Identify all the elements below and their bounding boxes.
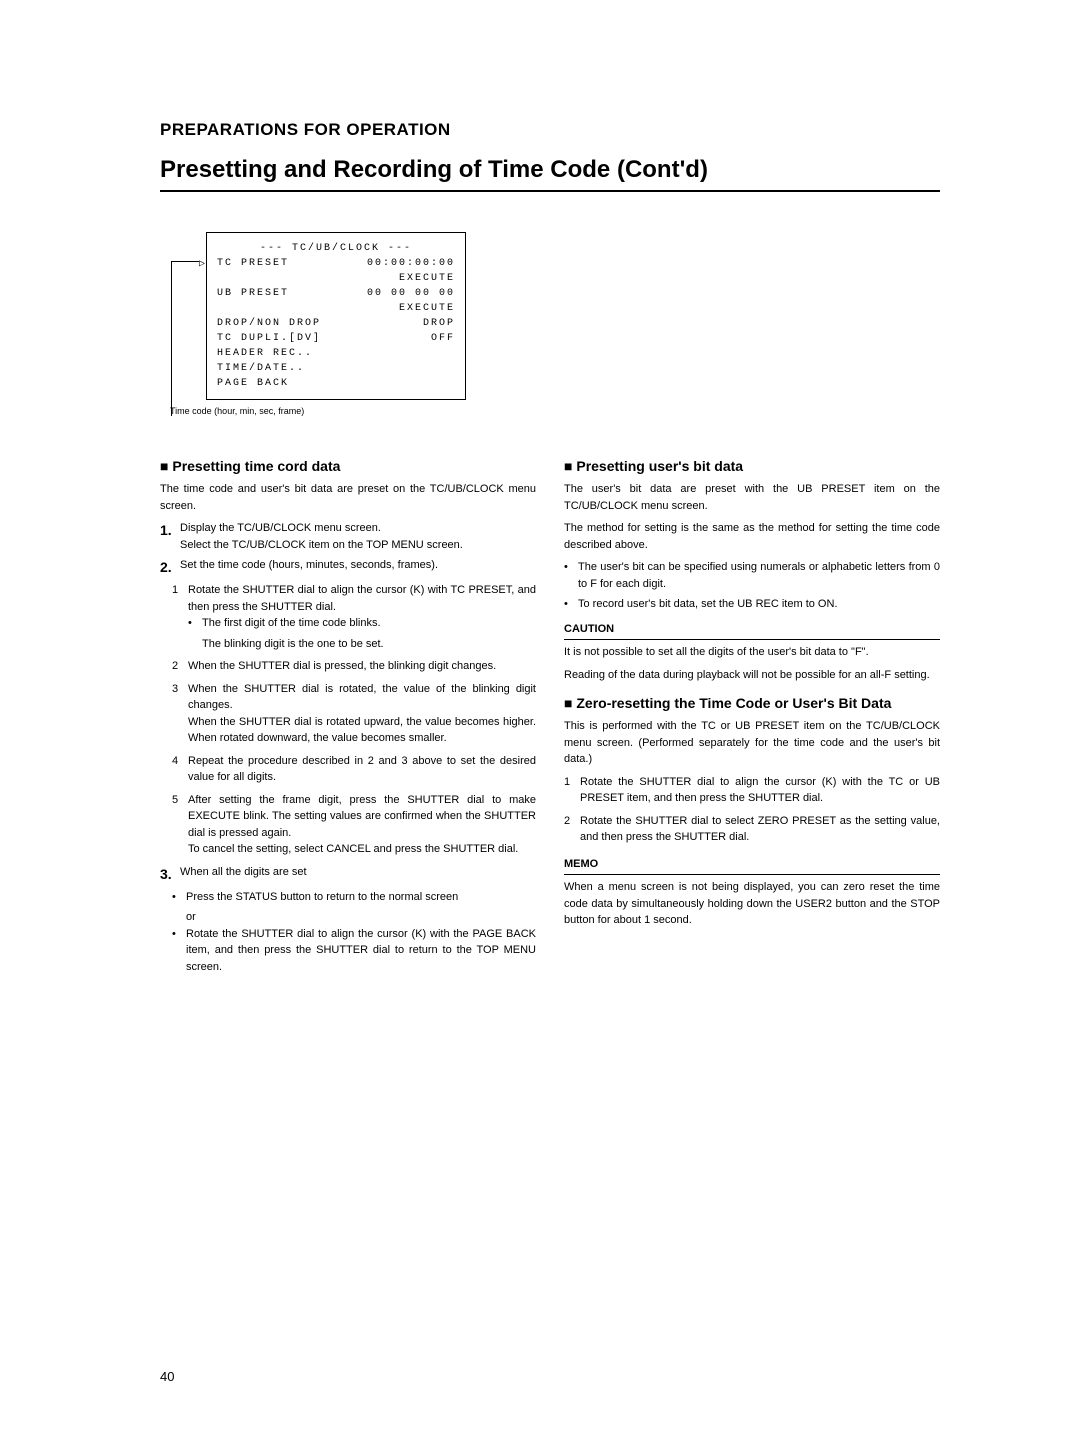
step-3: 3. When all the digits are set	[160, 864, 536, 885]
bullet-icon: •	[172, 926, 186, 976]
menu-row: HEADER REC..	[217, 346, 455, 361]
paragraph: The user's bit data are preset with the …	[564, 481, 940, 514]
substep-number: 1	[172, 582, 188, 652]
menu-value: DROP	[423, 316, 455, 331]
substep-4: 4 Repeat the procedure described in 2 an…	[172, 753, 536, 786]
menu-row: TIME/DATE..	[217, 361, 455, 376]
memo-header: MEMO	[564, 856, 940, 876]
substep-text: To cancel the setting, select CANCEL and…	[188, 841, 536, 858]
menu-label: TIME/DATE..	[217, 361, 305, 376]
substep-number: 5	[172, 792, 188, 858]
content-columns: Presetting time cord data The time code …	[160, 456, 940, 979]
bullet-text: The user's bit can be specified using nu…	[578, 559, 940, 592]
menu-row: DROP/NON DROP DROP	[217, 316, 455, 331]
bullet-text: The blinking digit is the one to be set.	[202, 636, 536, 653]
menu-value: 00:00:00:00	[367, 256, 455, 271]
right-column: Presetting user's bit data The user's bi…	[564, 456, 940, 979]
menu-row: TC PRESET 00:00:00:00	[217, 256, 455, 271]
menu-label: DROP/NON DROP	[217, 316, 321, 331]
step-text: Select the TC/UB/CLOCK item on the TOP M…	[180, 537, 536, 554]
step-number: 2.	[160, 557, 178, 578]
connector-vert	[171, 261, 172, 416]
paragraph: The method for setting is the same as th…	[564, 520, 940, 553]
substep-text: Rotate the SHUTTER dial to align the cur…	[188, 582, 536, 615]
substep-5: 5 After setting the frame digit, press t…	[172, 792, 536, 858]
bullet-icon: •	[564, 596, 578, 613]
step-1: 1. Display the TC/UB/CLOCK menu screen. …	[160, 520, 536, 553]
page-number: 40	[160, 1369, 174, 1384]
memo-text: When a menu screen is not being displaye…	[564, 879, 940, 929]
bullet-text: Rotate the SHUTTER dial to align the cur…	[186, 926, 536, 976]
substep-text: Rotate the SHUTTER dial to align the cur…	[580, 774, 940, 807]
menu-label: HEADER REC..	[217, 346, 313, 361]
substep-number: 2	[172, 658, 188, 675]
bullet-text: Press the STATUS button to return to the…	[186, 889, 536, 906]
substep: 1 Rotate the SHUTTER dial to align the c…	[564, 774, 940, 807]
step-2: 2. Set the time code (hours, minutes, se…	[160, 557, 536, 578]
substep-3: 3 When the SHUTTER dial is rotated, the …	[172, 681, 536, 747]
substep-number: 4	[172, 753, 188, 786]
substep: 2 Rotate the SHUTTER dial to select ZERO…	[564, 813, 940, 846]
substep-text: When the SHUTTER dial is rotated upward,…	[188, 714, 536, 747]
substep-1: 1 Rotate the SHUTTER dial to align the c…	[172, 582, 536, 652]
bullet-text: To record user's bit data, set the UB RE…	[578, 596, 940, 613]
substep-number: 1	[564, 774, 580, 807]
menu-title: --- TC/UB/CLOCK ---	[217, 241, 455, 256]
step-number: 1.	[160, 520, 178, 541]
substep-number: 2	[564, 813, 580, 846]
menu-row: PAGE BACK	[217, 376, 455, 391]
substep-text: Repeat the procedure described in 2 and …	[188, 753, 536, 786]
step-number: 3.	[160, 864, 178, 885]
or-text: or	[186, 909, 536, 926]
bullet-icon: •	[188, 615, 202, 632]
substep-text: When the SHUTTER dial is pressed, the bl…	[188, 658, 536, 675]
step-text: Set the time code (hours, minutes, secon…	[180, 557, 536, 578]
menu-value: 00 00 00 00	[367, 286, 455, 301]
substep-2: 2 When the SHUTTER dial is pressed, the …	[172, 658, 536, 675]
menu-row: UB PRESET 00 00 00 00	[217, 286, 455, 301]
caution-text: It is not possible to set all the digits…	[564, 644, 940, 661]
caution-header: CAUTION	[564, 621, 940, 641]
paragraph: This is performed with the TC or UB PRES…	[564, 718, 940, 768]
menu-label: TC DUPLI.[DV]	[217, 331, 321, 346]
menu-label: TC PRESET	[217, 256, 289, 271]
caution-text: Reading of the data during playback will…	[564, 667, 940, 684]
menu-label: PAGE BACK	[217, 376, 289, 391]
substep-text: After setting the frame digit, press the…	[188, 792, 536, 842]
substep-text: Rotate the SHUTTER dial to select ZERO P…	[580, 813, 940, 846]
bullet-icon: •	[564, 559, 578, 592]
menu-value: EXECUTE	[399, 301, 455, 316]
paragraph: The time code and user's bit data are pr…	[160, 481, 536, 514]
left-column: Presetting time cord data The time code …	[160, 456, 536, 979]
menu-value: OFF	[431, 331, 455, 346]
cursor-icon: ▷	[199, 257, 207, 272]
menu-row: EXECUTE	[217, 301, 455, 316]
menu-row: TC DUPLI.[DV] OFF	[217, 331, 455, 346]
section-header: PREPARATIONS FOR OPERATION	[160, 120, 940, 140]
menu-caption: Time code (hour, min, sec, frame)	[170, 406, 940, 416]
subsection-preset-timecode: Presetting time cord data	[160, 456, 536, 477]
bullet-icon: •	[172, 889, 186, 906]
connector-line	[171, 261, 199, 262]
substep-text: When the SHUTTER dial is rotated, the va…	[188, 681, 536, 714]
subsection-preset-userbit: Presetting user's bit data	[564, 456, 940, 477]
subsection-zero-reset: Zero-resetting the Time Code or User's B…	[564, 693, 940, 714]
menu-row: EXECUTE	[217, 271, 455, 286]
step-text: When all the digits are set	[180, 864, 536, 885]
menu-label: UB PRESET	[217, 286, 289, 301]
menu-screen-box: ▷ --- TC/UB/CLOCK --- TC PRESET00:00:00:…	[206, 232, 466, 400]
menu-value: EXECUTE	[399, 271, 455, 286]
step-text: Display the TC/UB/CLOCK menu screen.	[180, 520, 536, 537]
page-title: Presetting and Recording of Time Code (C…	[160, 156, 940, 192]
bullet-text: The first digit of the time code blinks.	[202, 615, 536, 632]
substep-number: 3	[172, 681, 188, 747]
